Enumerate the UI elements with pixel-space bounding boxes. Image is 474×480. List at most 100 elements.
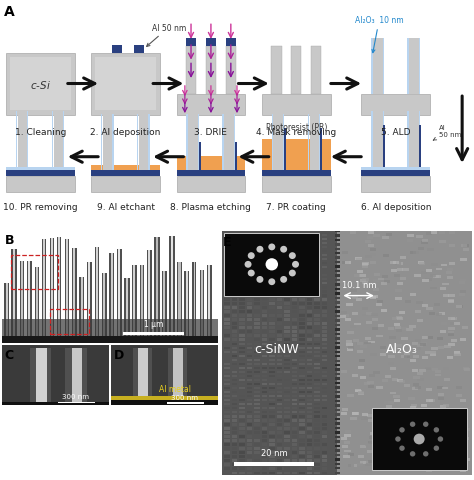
Bar [350,326,356,329]
Bar [299,335,305,337]
Bar [314,444,320,446]
Bar [381,282,387,285]
Bar [373,279,379,282]
Bar [299,254,305,257]
Bar [284,439,290,442]
Bar [195,262,197,339]
Bar [360,461,366,464]
Bar [239,282,245,285]
Bar [277,339,283,341]
Bar [443,461,449,464]
Bar [235,143,237,171]
Bar [299,471,305,474]
Bar [314,439,320,442]
Bar [412,342,418,345]
Text: Al
50 nm: Al 50 nm [433,125,461,141]
Bar [460,399,466,402]
Bar [314,266,320,269]
Bar [376,335,383,338]
Bar [314,415,320,418]
Bar [224,468,230,470]
Bar [322,250,327,252]
Bar [299,266,305,269]
Bar [262,238,267,240]
Circle shape [289,252,296,260]
Bar [299,359,305,361]
Bar [416,235,422,238]
Bar [284,319,290,321]
Text: E: E [223,235,232,248]
Bar [299,379,305,382]
Bar [380,434,386,437]
Bar [232,258,237,261]
Bar [277,387,283,389]
Bar [269,238,275,240]
Bar [255,351,260,353]
Bar [224,447,230,450]
Text: C: C [5,348,14,361]
Bar [232,314,237,317]
Bar [277,439,283,442]
Bar [307,270,312,273]
Bar [262,299,267,301]
Bar [374,371,380,374]
Bar [376,304,382,307]
Bar [247,314,252,317]
Bar [307,471,312,474]
Bar [284,395,290,397]
Bar [247,307,252,309]
Bar [224,423,230,426]
Bar [148,250,150,339]
Bar [262,383,267,385]
Bar [292,307,297,309]
Bar [299,295,305,297]
Bar [277,391,283,394]
Bar [284,435,290,438]
Bar [58,238,60,339]
Bar [277,456,283,458]
Bar [314,432,320,434]
Bar [247,419,252,421]
Bar [322,471,327,474]
Bar [247,327,252,329]
Bar [247,331,252,333]
Bar [269,367,275,370]
Bar [269,464,275,466]
Bar [232,254,237,257]
Bar [262,427,267,430]
Bar [322,258,327,261]
Bar [420,272,427,275]
Bar [284,347,290,349]
Text: B: B [5,234,14,247]
Bar [277,319,283,321]
Bar [360,376,366,379]
Bar [347,346,354,349]
Bar [400,277,406,280]
Bar [255,363,260,365]
Bar [277,411,283,414]
Bar [322,379,327,382]
Bar [299,451,305,454]
Bar [336,337,340,340]
Bar [269,258,275,261]
Bar [341,437,347,440]
Bar [91,54,160,116]
Bar [412,387,418,390]
Bar [369,441,375,444]
Bar [262,371,267,373]
Bar [284,464,290,466]
Bar [4,284,6,339]
Bar [292,263,297,265]
Bar [292,314,297,317]
Bar [224,314,230,317]
Bar [346,343,353,346]
Bar [292,347,297,349]
Bar [336,239,340,241]
Text: 5. ALD: 5. ALD [381,127,410,136]
Bar [262,415,267,418]
Bar [277,432,283,434]
Bar [383,401,390,404]
Bar [314,451,320,454]
Bar [255,411,260,414]
Bar [239,435,245,438]
